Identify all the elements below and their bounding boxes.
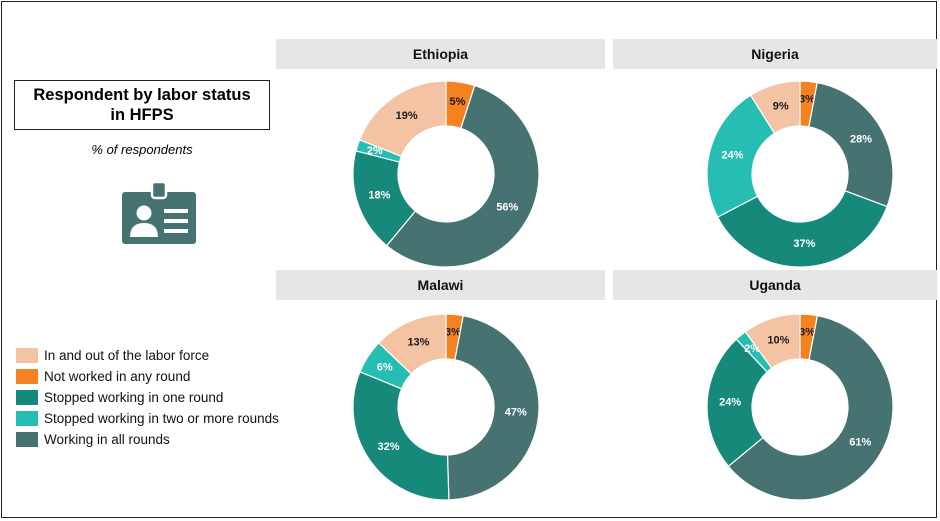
country-label: Uganda: [749, 277, 801, 293]
donut-slice-working_all: [446, 314, 540, 501]
country-label: Nigeria: [751, 46, 799, 62]
data-label: 18%: [368, 190, 390, 202]
data-label: 5%: [449, 96, 465, 108]
data-label: 37%: [793, 238, 815, 250]
legend-swatch: [16, 411, 38, 426]
country-label: Ethiopia: [412, 46, 469, 62]
header-nigeria: Nigeria: [613, 39, 937, 69]
donut-slice-stopped_two_plus: [706, 94, 776, 218]
data-label: 9%: [773, 101, 789, 113]
data-label: 3%: [799, 93, 815, 105]
data-label: 56%: [496, 202, 518, 214]
header-malawi: Malawi: [276, 270, 605, 300]
legend-item: In and out of the labor force: [16, 345, 279, 366]
data-label: 61%: [849, 437, 871, 449]
data-label: 19%: [396, 110, 418, 122]
donut-chart-malawi: 3% 47% 32% 6% 13%: [352, 313, 540, 501]
data-label: 47%: [505, 406, 527, 418]
id-badge-icon: [122, 182, 196, 244]
legend-swatch: [16, 348, 38, 363]
data-label: 32%: [377, 441, 399, 453]
header-uganda: Uganda: [613, 270, 937, 300]
data-label: 24%: [721, 150, 743, 162]
donut-chart-nigeria: 3% 28% 37% 24% 9%: [706, 80, 894, 268]
donut-slice-in_and_out: [358, 80, 447, 158]
donut-chart-ethiopia: 5%56%18%2%19%: [352, 80, 540, 268]
donut-slice-in_and_out: [749, 80, 801, 135]
donut-slice-stopped_one: [706, 338, 768, 468]
legend-item: Stopped working in two or more rounds: [16, 408, 279, 429]
donut-slice-working_all: [727, 314, 894, 501]
legend-item: Not worked in any round: [16, 366, 279, 387]
legend: In and out of the labor force Not worked…: [16, 345, 279, 450]
data-label: 6%: [377, 361, 393, 373]
chart-title: Respondent by labor status in HFPS: [14, 80, 270, 130]
legend-item: Stopped working in one round: [16, 387, 279, 408]
donut-slice-working_all: [808, 81, 894, 208]
legend-label: Stopped working in one round: [44, 390, 224, 405]
legend-label: Working in all rounds: [44, 432, 170, 447]
legend-label: Not worked in any round: [44, 369, 191, 384]
donut-chart-uganda: 3%61%24%2%10%: [706, 313, 894, 501]
legend-label: In and out of the labor force: [44, 348, 210, 363]
donut-slice-in_and_out: [377, 313, 447, 375]
donut-slice-stopped_one: [716, 190, 888, 268]
data-label: 10%: [767, 334, 789, 346]
legend-label: Stopped working in two or more rounds: [44, 411, 279, 426]
legend-item: Working in all rounds: [16, 429, 279, 450]
data-label: 28%: [850, 134, 872, 146]
legend-swatch: [16, 390, 38, 405]
legend-swatch: [16, 432, 38, 447]
data-label: 24%: [719, 397, 741, 409]
header-ethiopia: Ethiopia: [276, 39, 605, 69]
data-label: 3%: [799, 326, 815, 338]
data-label: 13%: [407, 337, 429, 349]
donut-slice-stopped_one: [352, 370, 450, 501]
data-label: 3%: [445, 326, 461, 338]
donut-slice-working_all: [385, 84, 540, 268]
donut-slice-in_and_out: [744, 313, 801, 370]
chart-subtitle: % of respondents: [91, 142, 193, 157]
legend-swatch: [16, 369, 38, 384]
country-label: Malawi: [417, 277, 464, 293]
